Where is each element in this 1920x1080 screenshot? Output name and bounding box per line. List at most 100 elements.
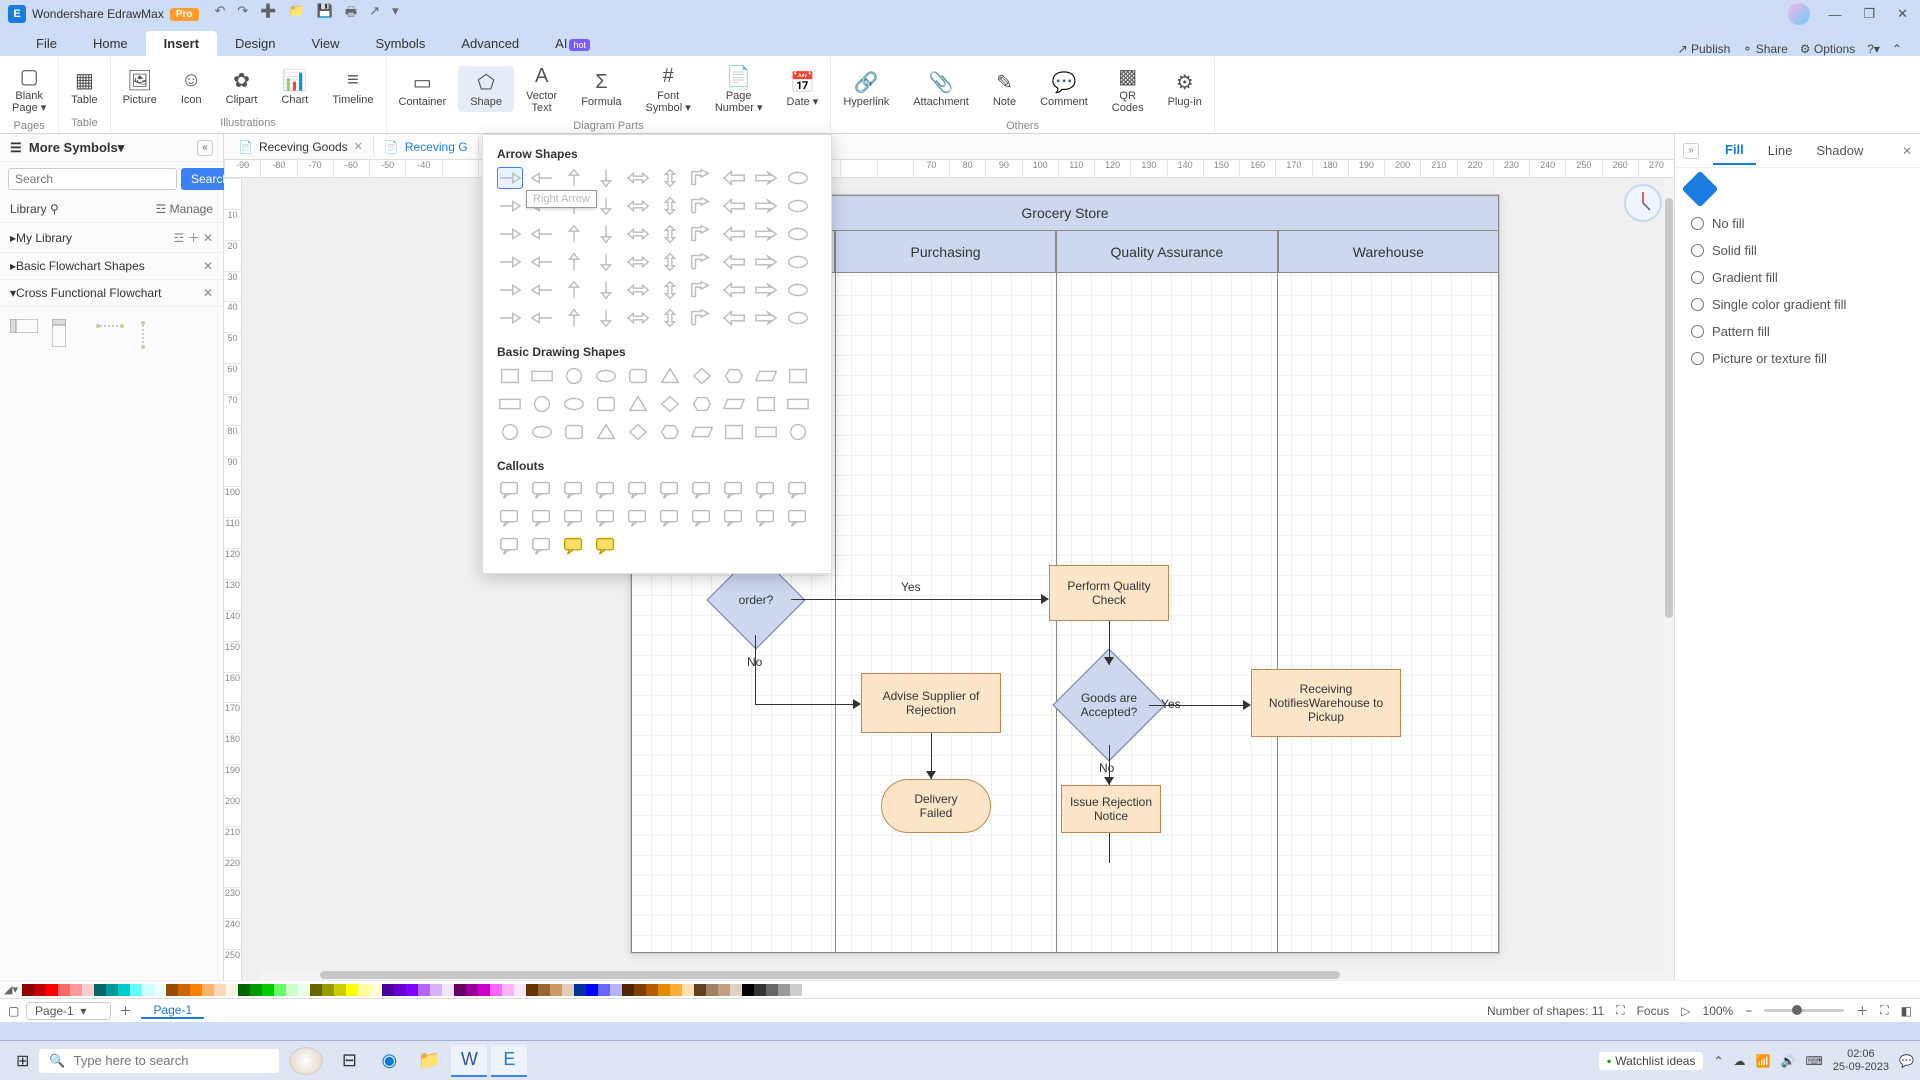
color-swatch[interactable] [118,984,130,996]
menu-advanced[interactable]: Advanced [443,31,537,56]
mylib-actions[interactable]: ☲ ＋ ✕ [174,229,213,246]
callout-shape-20[interactable] [497,535,523,557]
separator-h-shape[interactable] [94,319,122,343]
fill-option-3[interactable]: Single color gradient fill [1675,291,1920,318]
menu-file[interactable]: File [18,31,75,56]
zoom-slider[interactable] [1764,1009,1844,1012]
arrow-shape-2[interactable] [561,167,587,189]
arrow-shape-0[interactable]: Right Arrow [497,167,523,189]
ribbon-note[interactable]: ✎Note [981,66,1028,112]
arrow-shape-8[interactable] [753,167,779,189]
arrow-shape-43[interactable] [593,279,619,301]
basic-shape-6[interactable] [689,365,715,387]
arrow-shape-29[interactable] [785,223,811,245]
basic-shape-15[interactable] [657,393,683,415]
arrow-shape-16[interactable] [689,195,715,217]
ribbon-picture[interactable]: 🖼Picture [111,64,169,110]
basic-shape-8[interactable] [753,365,779,387]
color-swatch[interactable] [598,984,610,996]
color-swatch[interactable] [538,984,550,996]
basic-shape-20[interactable] [497,421,523,443]
clock[interactable]: 02:0625-09-2023 [1833,1048,1889,1072]
arrow-shape-9[interactable] [785,167,811,189]
color-swatch[interactable] [586,984,598,996]
redo-icon[interactable]: ↷ [237,3,248,25]
arrow-shape-23[interactable] [593,223,619,245]
tab-fill[interactable]: Fill [1713,136,1756,165]
basic-shape-12[interactable] [561,393,587,415]
collapse-panel-icon[interactable]: « [197,140,213,156]
basic-shape-19[interactable] [785,393,811,415]
start-button[interactable]: ⊞ [6,1051,39,1071]
notifications-icon[interactable]: 💬 [1899,1054,1914,1068]
basic-shape-23[interactable] [593,421,619,443]
color-swatch[interactable] [286,984,298,996]
color-swatch[interactable] [622,984,634,996]
edrawmax-icon[interactable]: E [491,1045,527,1077]
color-swatch[interactable] [610,984,622,996]
layout-icon[interactable]: ▢ [8,1004,19,1018]
arrow-shape-28[interactable] [753,223,779,245]
new-icon[interactable]: ➕ [260,3,276,25]
eyedropper-icon[interactable]: ◢▾ [4,983,18,996]
color-swatch[interactable] [190,984,202,996]
ribbon-hyperlink[interactable]: 🔗Hyperlink [831,66,901,112]
avatar[interactable] [1788,3,1810,25]
color-swatch[interactable] [322,984,334,996]
color-swatch[interactable] [430,984,442,996]
color-swatch[interactable] [718,984,730,996]
color-swatch[interactable] [58,984,70,996]
callout-shape-19[interactable] [785,507,811,529]
basic-flowchart-shapes[interactable]: ▸ Basic Flowchart Shapes ✕ [0,253,223,280]
color-swatch[interactable] [490,984,502,996]
basic-shape-2[interactable] [561,365,587,387]
box-advise-supplier[interactable]: Advise Supplier of Rejection [861,673,1001,733]
basic-shape-4[interactable] [625,365,651,387]
fill-option-5[interactable]: Picture or texture fill [1675,345,1920,372]
share-button[interactable]: ⚬ Share [1742,42,1787,56]
basic-shape-29[interactable] [785,421,811,443]
page-selector[interactable]: Page-1 ▾ [26,1002,111,1020]
close-icon[interactable]: ✕ [1893,6,1912,22]
arrow-shape-53[interactable] [593,307,619,329]
swimlane-v-shape[interactable] [52,319,80,343]
color-swatch[interactable] [550,984,562,996]
color-swatch[interactable] [142,984,154,996]
ribbon-clipart[interactable]: ✿Clipart [214,64,270,110]
color-swatch[interactable] [514,984,526,996]
help-icon[interactable]: ?▾ [1867,42,1880,56]
fullscreen-icon[interactable]: ⛶ [1880,1003,1888,1018]
close-acc2-icon[interactable]: ✕ [203,286,213,300]
callout-shape-15[interactable] [657,507,683,529]
basic-shape-27[interactable] [721,421,747,443]
collapse-ribbon-icon[interactable]: ⌃ [1892,42,1902,56]
ribbon-icon[interactable]: ☺Icon [169,64,214,110]
color-swatch[interactable] [766,984,778,996]
menu-design[interactable]: Design [217,31,293,56]
callout-shape-18[interactable] [753,507,779,529]
color-swatch[interactable] [178,984,190,996]
arrow-shape-37[interactable] [721,251,747,273]
color-swatch[interactable] [214,984,226,996]
arrow-shape-40[interactable] [497,279,523,301]
basic-shape-22[interactable] [561,421,587,443]
arrow-shape-15[interactable] [657,195,683,217]
arrow-shape-33[interactable] [593,251,619,273]
menu-ai[interactable]: AIhot [537,31,608,56]
color-swatch[interactable] [346,984,358,996]
color-swatch[interactable] [298,984,310,996]
callout-shape-8[interactable] [753,479,779,501]
basic-shape-1[interactable] [529,365,555,387]
ribbon-formula[interactable]: ΣFormula [569,66,633,112]
color-swatch[interactable] [646,984,658,996]
color-swatch[interactable] [742,984,754,996]
color-swatch[interactable] [370,984,382,996]
color-swatch[interactable] [70,984,82,996]
callout-shape-4[interactable] [625,479,651,501]
color-swatch[interactable] [238,984,250,996]
ribbon-timeline[interactable]: ≡Timeline [320,64,385,110]
color-swatch[interactable] [202,984,214,996]
arrow-shape-3[interactable] [593,167,619,189]
color-swatch[interactable] [154,984,166,996]
arrow-shape-19[interactable] [785,195,811,217]
